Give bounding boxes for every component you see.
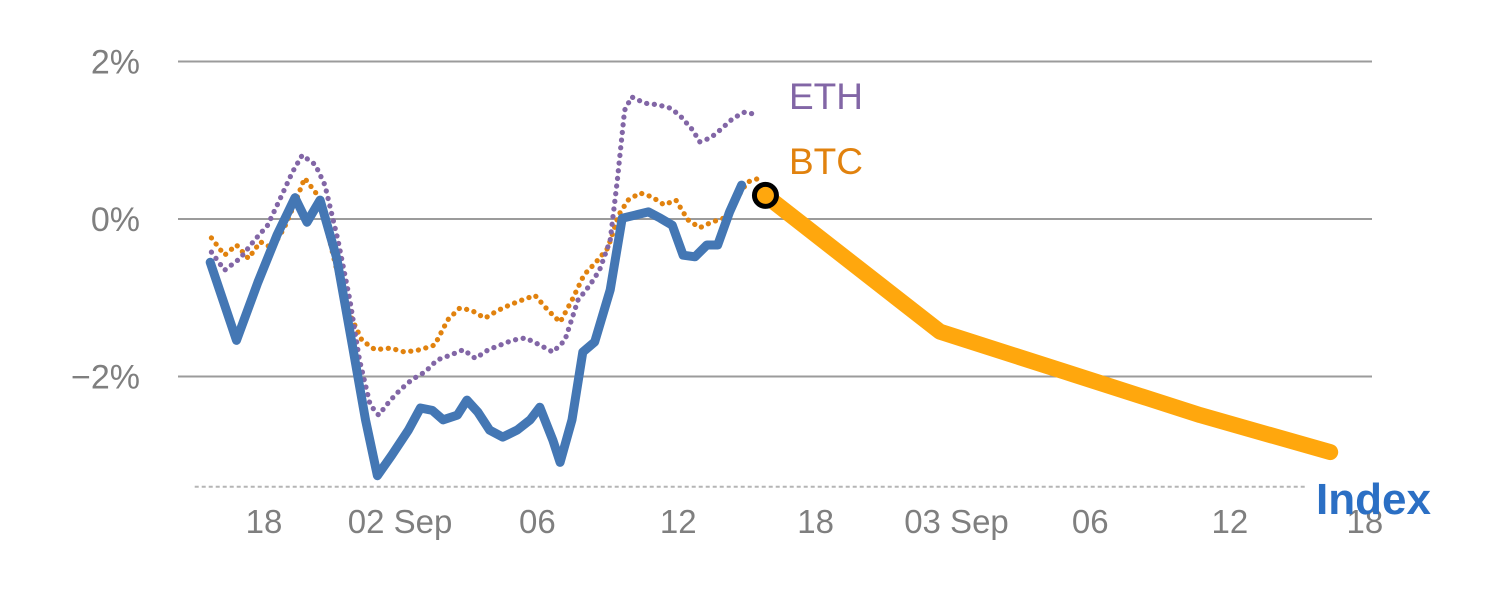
grid-layer: 2% 0% −2% 18 02 Sep 06 12 18 03 Sep 06 12 18: [71, 44, 1383, 541]
x-tick-label: 18: [246, 503, 283, 540]
y-tick-label: 2%: [91, 44, 140, 82]
x-tick-label: 06: [1072, 503, 1109, 540]
btc-series-label: BTC: [789, 141, 863, 182]
series-layer: [205, 94, 1339, 481]
eth-series-label: ETH: [789, 76, 863, 117]
series-btc-line: [208, 175, 763, 355]
index-series-label: Index: [1316, 475, 1431, 524]
label-layer: ETH BTC Index: [789, 76, 1431, 524]
y-tick-label: −2%: [71, 359, 140, 397]
series-forecast-line: [757, 187, 1339, 461]
x-tick-label: 03 Sep: [904, 503, 1009, 540]
x-tick-label: 12: [1212, 503, 1249, 540]
x-tick-label: 12: [660, 503, 697, 540]
x-tick-label: 18: [1346, 503, 1383, 540]
series-index-line: [205, 180, 747, 481]
x-tick-label: 06: [519, 503, 556, 540]
series-eth-line: [208, 94, 760, 418]
x-tick-label: 02 Sep: [348, 503, 453, 540]
x-tick-label: 18: [797, 503, 834, 540]
forecast-start-marker: [751, 181, 779, 209]
y-tick-label: 0%: [91, 201, 140, 239]
